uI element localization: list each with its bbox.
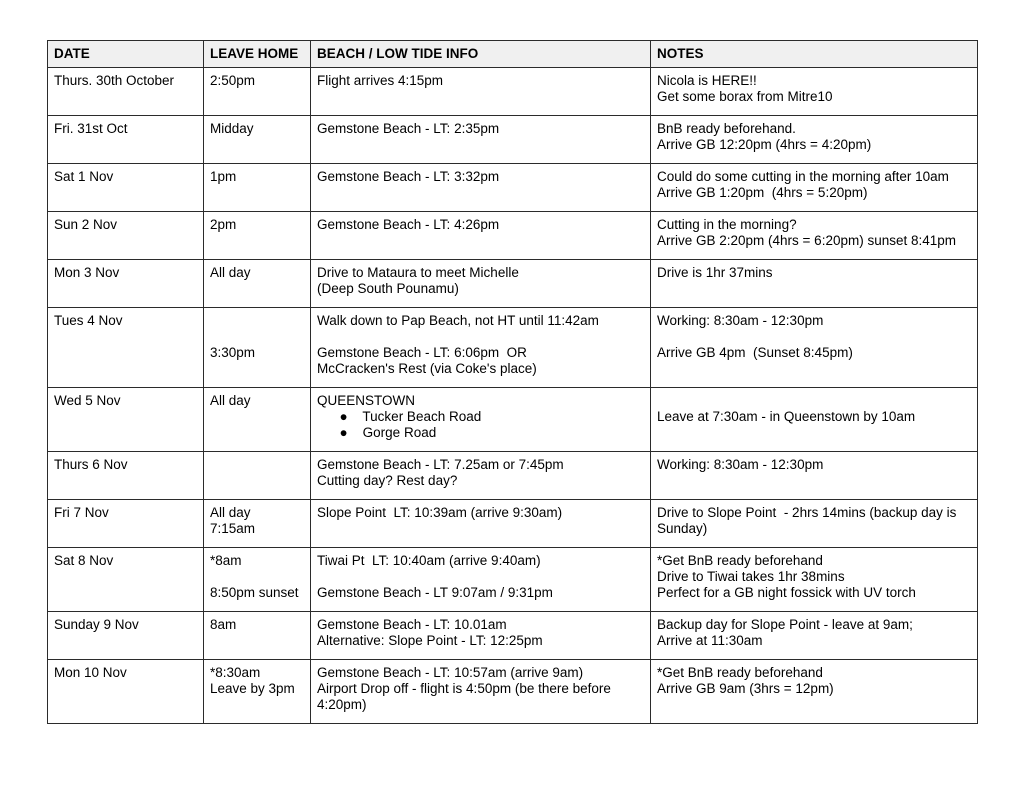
header-row: DATE LEAVE HOME BEACH / LOW TIDE INFO NO… [47, 40, 978, 68]
table-row: Fri. 31st Oct Midday Gemstone Beach - LT… [47, 115, 978, 164]
leave-home-cell: Midday [203, 115, 311, 164]
table-row: Thurs 6 Nov Gemstone Beach - LT: 7.25am … [47, 451, 978, 500]
table-row: Sat 1 Nov 1pm Gemstone Beach - LT: 3:32p… [47, 163, 978, 212]
date-cell: Thurs. 30th October [47, 67, 204, 116]
date-cell: Sat 8 Nov [47, 547, 204, 612]
notes-cell: Nicola is HERE!! Get some borax from Mit… [650, 67, 978, 116]
table-row: Wed 5 Nov All day QUEENSTOWN ● Tucker Be… [47, 387, 978, 452]
date-cell: Fri 7 Nov [47, 499, 204, 548]
notes-cell: Cutting in the morning? Arrive GB 2:20pm… [650, 211, 978, 260]
date-cell: Mon 3 Nov [47, 259, 204, 308]
leave-home-cell: 2pm [203, 211, 311, 260]
table-row: Tues 4 Nov 3:30pm Walk down to Pap Beach… [47, 307, 978, 388]
column-header-beach-low-tide: BEACH / LOW TIDE INFO [310, 40, 651, 68]
beach-cell: Gemstone Beach - LT: 7.25am or 7:45pm Cu… [310, 451, 651, 500]
table-row: Fri 7 Nov All day 7:15am Slope Point LT:… [47, 499, 978, 548]
table-row: Mon 3 Nov All day Drive to Mataura to me… [47, 259, 978, 308]
date-cell: Tues 4 Nov [47, 307, 204, 388]
date-cell: Mon 10 Nov [47, 659, 204, 724]
table-row: Sat 8 Nov *8am 8:50pm sunset Tiwai Pt LT… [47, 547, 978, 612]
leave-home-cell: 2:50pm [203, 67, 311, 116]
notes-cell: BnB ready beforehand. Arrive GB 12:20pm … [650, 115, 978, 164]
date-cell: Sunday 9 Nov [47, 611, 204, 660]
notes-cell: Working: 8:30am - 12:30pm Arrive GB 4pm … [650, 307, 978, 388]
date-cell: Fri. 31st Oct [47, 115, 204, 164]
leave-home-cell: *8am 8:50pm sunset [203, 547, 311, 612]
date-cell: Sun 2 Nov [47, 211, 204, 260]
date-cell: Sat 1 Nov [47, 163, 204, 212]
notes-cell: Drive to Slope Point - 2hrs 14mins (back… [650, 499, 978, 548]
trip-schedule-table: DATE LEAVE HOME BEACH / LOW TIDE INFO NO… [47, 40, 978, 724]
notes-cell: *Get BnB ready beforehand Drive to Tiwai… [650, 547, 978, 612]
date-cell: Wed 5 Nov [47, 387, 204, 452]
leave-home-cell: All day [203, 259, 311, 308]
notes-cell: *Get BnB ready beforehand Arrive GB 9am … [650, 659, 978, 724]
notes-cell: Drive is 1hr 37mins [650, 259, 978, 308]
table-row: Thurs. 30th October 2:50pm Flight arrive… [47, 67, 978, 116]
column-header-notes: NOTES [650, 40, 978, 68]
leave-home-cell [203, 451, 311, 500]
column-header-leave-home: LEAVE HOME [203, 40, 311, 68]
beach-cell: Gemstone Beach - LT: 4:26pm [310, 211, 651, 260]
date-cell: Thurs 6 Nov [47, 451, 204, 500]
beach-cell: Drive to Mataura to meet Michelle (Deep … [310, 259, 651, 308]
leave-home-cell: All day 7:15am [203, 499, 311, 548]
leave-home-cell: 3:30pm [203, 307, 311, 388]
table-row: Mon 10 Nov *8:30am Leave by 3pm Gemstone… [47, 659, 978, 724]
notes-cell: Leave at 7:30am - in Queenstown by 10am [650, 387, 978, 452]
column-header-date: DATE [47, 40, 204, 68]
leave-home-cell: 1pm [203, 163, 311, 212]
beach-cell: Flight arrives 4:15pm [310, 67, 651, 116]
leave-home-cell: *8:30am Leave by 3pm [203, 659, 311, 724]
beach-cell: QUEENSTOWN ● Tucker Beach Road ● Gorge R… [310, 387, 651, 452]
beach-cell: Gemstone Beach - LT: 10.01am Alternative… [310, 611, 651, 660]
notes-cell: Backup day for Slope Point - leave at 9a… [650, 611, 978, 660]
leave-home-cell: All day [203, 387, 311, 452]
table-row: Sunday 9 Nov 8am Gemstone Beach - LT: 10… [47, 611, 978, 660]
notes-cell: Could do some cutting in the morning aft… [650, 163, 978, 212]
beach-cell: Walk down to Pap Beach, not HT until 11:… [310, 307, 651, 388]
beach-cell: Gemstone Beach - LT: 3:32pm [310, 163, 651, 212]
beach-cell: Gemstone Beach - LT: 2:35pm [310, 115, 651, 164]
notes-cell: Working: 8:30am - 12:30pm [650, 451, 978, 500]
beach-cell: Slope Point LT: 10:39am (arrive 9:30am) [310, 499, 651, 548]
table-row: Sun 2 Nov 2pm Gemstone Beach - LT: 4:26p… [47, 211, 978, 260]
beach-cell: Gemstone Beach - LT: 10:57am (arrive 9am… [310, 659, 651, 724]
beach-cell: Tiwai Pt LT: 10:40am (arrive 9:40am) Gem… [310, 547, 651, 612]
leave-home-cell: 8am [203, 611, 311, 660]
